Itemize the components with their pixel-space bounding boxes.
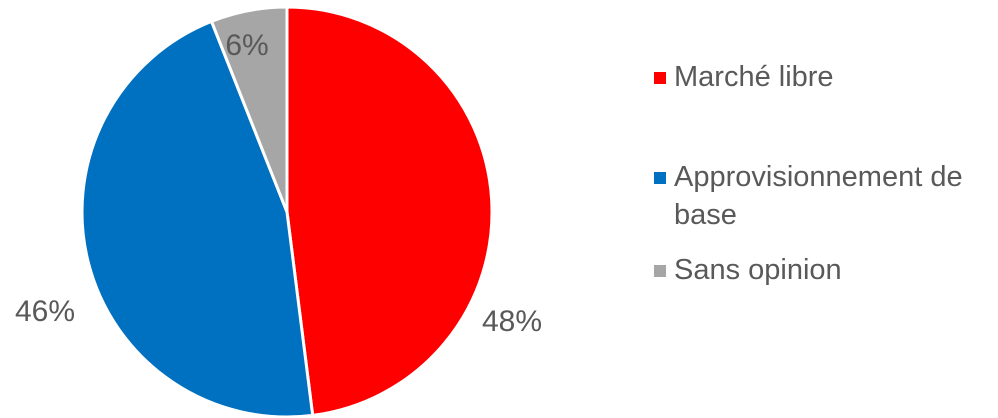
- legend-item-sans-opinion: Sans opinion: [654, 251, 998, 289]
- legend-label-approvisionnement-de-base: Approvisionnement de base: [674, 161, 963, 231]
- data-label-sans-opinion: 6%: [225, 29, 268, 62]
- pie-data-labels: 48% 46% 6%: [15, 29, 542, 338]
- legend-swatch-sans-opinion: [654, 265, 666, 277]
- pie-slice-approvisionnement-de-base: [80, 19, 315, 418]
- legend-swatch-approvisionnement-de-base: [654, 172, 666, 184]
- legend-item-marche-libre: Marché libre: [654, 58, 998, 96]
- pie-slices: [80, 5, 494, 418]
- data-label-approvisionnement-de-base: 46%: [15, 295, 75, 328]
- legend-swatch-marche-libre: [654, 72, 666, 84]
- legend-item-approvisionnement-de-base: Approvisionnement de base: [654, 158, 998, 234]
- data-label-marche-libre: 48%: [482, 305, 542, 338]
- pie-slice-sans-opinion: [210, 5, 289, 214]
- legend-label-sans-opinion: Sans opinion: [674, 254, 842, 286]
- pie-slice-marche-libre: [285, 5, 494, 417]
- legend-label-marche-libre: Marché libre: [674, 61, 834, 93]
